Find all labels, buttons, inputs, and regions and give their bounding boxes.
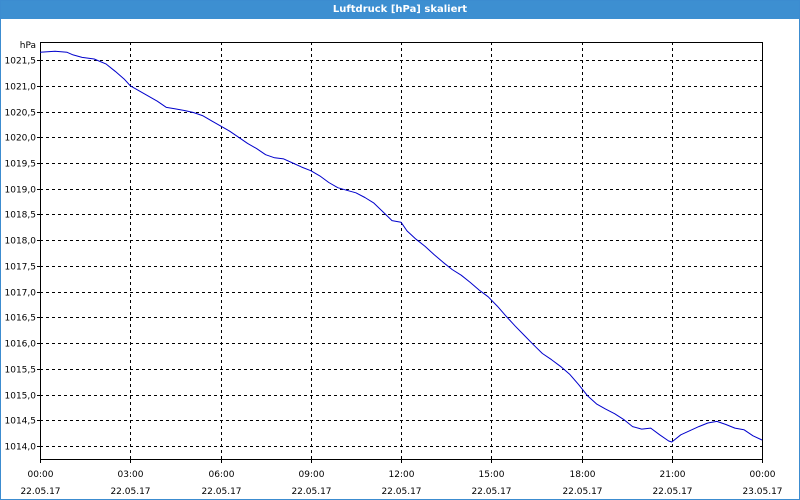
y-tick-label: 1014,0 <box>5 443 37 453</box>
y-tick-label: 1020,0 <box>5 134 37 144</box>
x-tick-date-label: 22.05.17 <box>20 487 60 497</box>
y-tick-label: 1018,0 <box>5 237 37 247</box>
x-tick-time-label: 00:00 <box>28 470 54 480</box>
y-tick-label: 1019,5 <box>5 160 37 170</box>
x-tick-time-label: 06:00 <box>209 470 235 480</box>
pressure-series-line <box>39 50 763 443</box>
x-tick-date-label: 23.05.17 <box>742 487 782 497</box>
x-tick-date-label: 22.05.17 <box>562 487 602 497</box>
x-tick-time-label: 18:00 <box>570 470 596 480</box>
y-tick-label: 1014,5 <box>5 417 37 427</box>
y-tick-label: 1017,0 <box>5 289 37 299</box>
grid <box>37 42 763 463</box>
window-title: Luftdruck [hPa] skaliert <box>1 1 799 19</box>
x-tick-time-label: 21:00 <box>660 470 686 480</box>
y-tick-label: 1015,0 <box>5 392 37 402</box>
y-tick-label: 1018,5 <box>5 211 37 221</box>
x-tick-time-label: 15:00 <box>479 470 505 480</box>
x-tick-time-label: 03:00 <box>118 470 144 480</box>
y-tick-label: 1021,0 <box>5 83 37 93</box>
y-tick-label: 1016,5 <box>5 314 37 324</box>
x-tick-date-label: 22.05.17 <box>652 487 692 497</box>
pressure-chart: 1014,0 1014,5 1015,0 1015,5 1016,0 1016,5 1017… <box>5 41 783 497</box>
y-tick-label: 1015,5 <box>5 366 37 376</box>
x-tick-date-label: 22.05.17 <box>201 487 241 497</box>
data-series <box>39 50 763 443</box>
x-tick-time-label: 12:00 <box>389 470 415 480</box>
x-tick-date-label: 22.05.17 <box>471 487 511 497</box>
x-tick-time-label: 09:00 <box>299 470 325 480</box>
y-tick-label: 1021,5 <box>5 57 37 67</box>
x-tick-date-label: 22.05.17 <box>291 487 331 497</box>
y-axis-unit-label: hPa <box>20 41 36 51</box>
y-tick-label: 1019,0 <box>5 186 37 196</box>
x-tick-date-label: 22.05.17 <box>110 487 150 497</box>
y-tick-label: 1016,0 <box>5 340 37 350</box>
y-tick-label: 1017,5 <box>5 263 37 273</box>
x-tick-date-label: 22.05.17 <box>381 487 421 497</box>
axis-labels: 1014,0 1014,5 1015,0 1015,5 1016,0 1016,5 1017… <box>5 41 783 497</box>
x-tick-time-label: 00:00 <box>750 470 776 480</box>
y-tick-label: 1020,5 <box>5 109 37 119</box>
